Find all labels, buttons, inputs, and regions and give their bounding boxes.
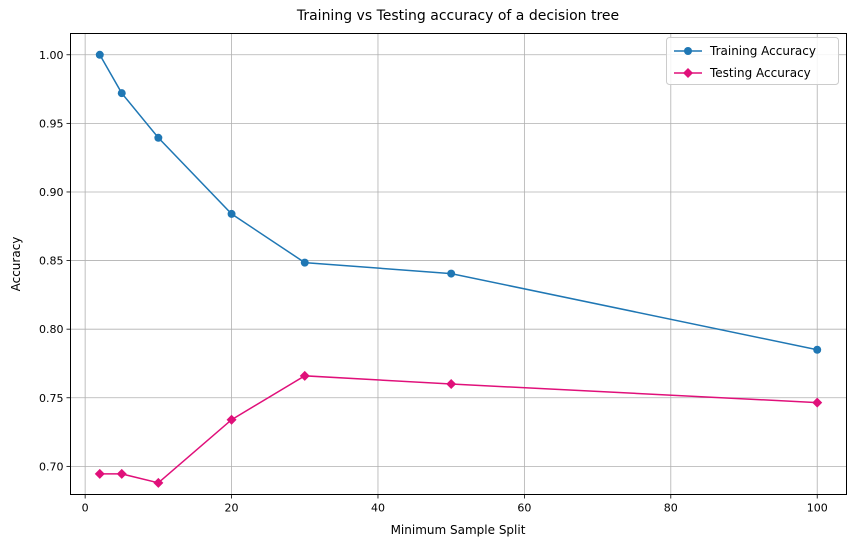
data-point	[153, 477, 164, 488]
y-tick-label: 0.80	[39, 323, 64, 336]
x-axis-label: Minimum Sample Split	[391, 523, 526, 537]
y-axis-ticks: 0.70 0.75 0.80 0.85 0.90 0.95 1.00	[39, 49, 71, 473]
data-point	[300, 258, 309, 267]
data-point	[116, 468, 127, 479]
x-tick-label: 0	[82, 502, 89, 515]
y-tick-label: 1.00	[39, 49, 64, 62]
legend-swatch-marker	[683, 68, 693, 78]
legend: Training Accuracy Testing Accuracy	[666, 37, 839, 85]
y-tick-label: 0.75	[39, 392, 64, 405]
legend-label: Training Accuracy	[709, 44, 816, 58]
data-point	[299, 370, 310, 381]
data-point	[226, 414, 237, 425]
y-axis-label: Accuracy	[9, 237, 23, 292]
series-group	[94, 50, 823, 488]
data-point	[94, 468, 105, 479]
y-tick-label: 0.95	[39, 117, 64, 130]
data-point	[446, 379, 457, 390]
x-tick-label: 60	[517, 502, 531, 515]
x-tick-label: 80	[664, 502, 678, 515]
series-line	[99, 54, 818, 351]
x-tick-label: 40	[371, 502, 385, 515]
y-tick-label: 0.90	[39, 186, 64, 199]
grid-lines	[70, 33, 847, 495]
data-point	[117, 89, 126, 98]
x-axis-ticks: 0 20 40 60 80 100	[82, 494, 828, 515]
legend-swatch-marker	[684, 47, 692, 55]
legend-item: Testing Accuracy	[674, 66, 811, 80]
data-point	[813, 345, 822, 354]
x-tick-label: 100	[807, 502, 828, 515]
plot-frame	[70, 33, 847, 495]
data-point	[447, 269, 456, 278]
legend-box	[666, 37, 839, 85]
data-point	[812, 397, 823, 408]
data-point	[95, 50, 104, 59]
chart-title: Training vs Testing accuracy of a decisi…	[296, 8, 619, 24]
data-point	[227, 209, 236, 218]
x-tick-label: 20	[225, 502, 239, 515]
y-tick-label: 0.70	[39, 460, 64, 473]
legend-item: Training Accuracy	[674, 44, 816, 58]
y-tick-label: 0.85	[39, 255, 64, 268]
data-point	[154, 133, 163, 142]
series-training-accuracy	[95, 50, 822, 354]
series-line	[99, 375, 818, 484]
legend-label: Testing Accuracy	[709, 66, 811, 80]
series-testing-accuracy	[94, 370, 823, 488]
